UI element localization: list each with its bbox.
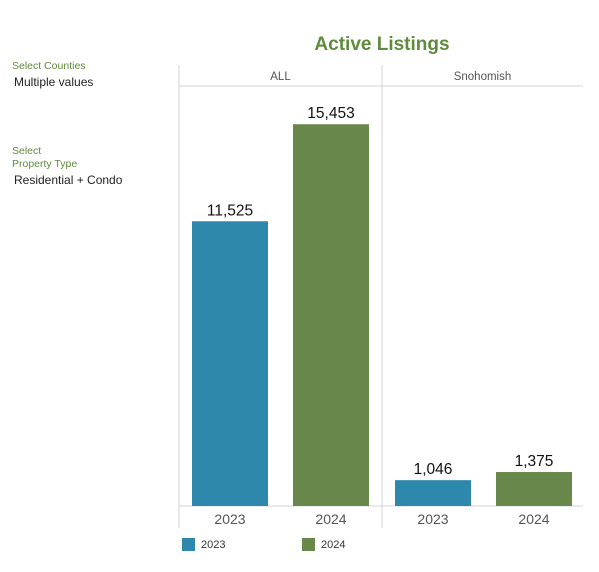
x-tick-label-0-0: 2023 xyxy=(214,511,245,527)
counties-filter-label: Select Counties xyxy=(12,60,86,72)
property-type-filter-value[interactable]: Residential + Condo xyxy=(14,173,123,187)
property-type-filter-label-line2: Property Type xyxy=(12,158,78,170)
data-label-0-1: 15,453 xyxy=(307,105,354,122)
x-tick-label-1-0: 2023 xyxy=(417,511,448,527)
legend-item-2023[interactable]: 2023 xyxy=(182,538,225,551)
bar-all-2023 xyxy=(192,221,268,506)
x-tick-label-1-1: 2024 xyxy=(518,511,549,527)
property-type-filter-label-line1: Select xyxy=(12,145,42,157)
counties-filter-value[interactable]: Multiple values xyxy=(14,75,94,89)
bar-all-2024 xyxy=(293,124,369,506)
data-label-0-0: 11,525 xyxy=(207,202,253,219)
panel-header-0: ALL xyxy=(270,71,291,83)
legend-item-2024[interactable]: 2024 xyxy=(302,538,345,551)
data-label-1-0: 1,046 xyxy=(414,461,453,478)
legend-label-2024: 2024 xyxy=(321,538,346,551)
x-tick-label-0-1: 2024 xyxy=(315,511,346,527)
legend-swatch-2023 xyxy=(182,538,195,551)
legend-swatch-2024 xyxy=(302,538,315,551)
chart-title: Active Listings xyxy=(314,34,449,55)
bar-snohomish-2023 xyxy=(395,480,471,506)
data-label-1-1: 1,375 xyxy=(515,453,554,470)
panel-header-1: Snohomish xyxy=(454,71,512,83)
bar-snohomish-2024 xyxy=(496,472,572,506)
legend-label-2023: 2023 xyxy=(201,538,226,551)
